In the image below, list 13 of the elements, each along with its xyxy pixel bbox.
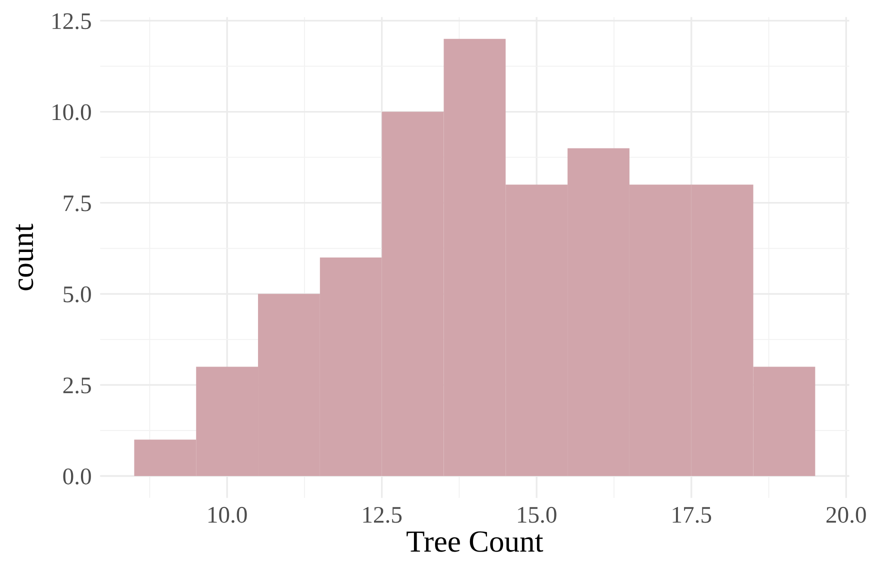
y-tick-label: 10.0 bbox=[52, 104, 91, 120]
x-tick-label: 20.0 bbox=[826, 506, 866, 523]
y-tick-label: 2.5 bbox=[63, 378, 91, 394]
x-axis-title: Tree Count bbox=[406, 531, 544, 552]
x-tick-label: 12.5 bbox=[363, 506, 402, 523]
y-tick-label: 12.5 bbox=[52, 13, 91, 30]
x-tick-label: 10.0 bbox=[208, 506, 247, 523]
y-axis-title: count bbox=[16, 224, 34, 290]
y-tick-label: 5.0 bbox=[64, 286, 91, 302]
x-tick-label: 17.5 bbox=[672, 507, 712, 523]
y-tick-label: 7.5 bbox=[64, 196, 91, 212]
y-tick-label: 0.0 bbox=[63, 468, 91, 485]
x-tick-label: 15.0 bbox=[518, 506, 556, 523]
